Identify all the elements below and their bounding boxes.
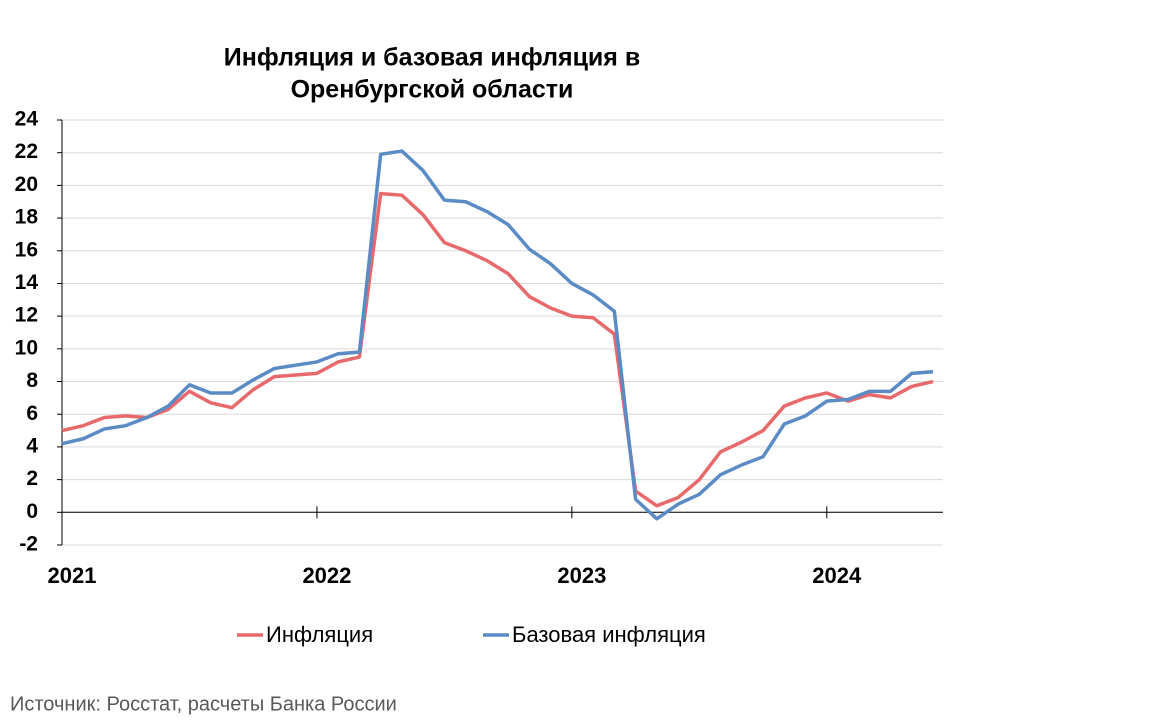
y-tick-label: 10 bbox=[15, 336, 38, 359]
x-tick-label: 2022 bbox=[302, 563, 351, 588]
x-tick-label: 2023 bbox=[557, 563, 606, 588]
x-tick-label: 2021 bbox=[48, 563, 97, 588]
y-tick-label: 4 bbox=[26, 434, 38, 457]
y-tick-label: 14 bbox=[15, 271, 39, 294]
y-tick-label: 12 bbox=[15, 304, 38, 327]
y-tick-label: 8 bbox=[26, 369, 38, 392]
y-tick-label: 22 bbox=[15, 140, 38, 163]
y-tick-label: -2 bbox=[19, 533, 38, 556]
y-tick-label: 2 bbox=[26, 467, 38, 490]
y-tick-label: 18 bbox=[15, 206, 39, 229]
chart-title: Оренбургской области bbox=[291, 76, 574, 104]
x-tick-label: 2024 bbox=[812, 563, 862, 588]
y-tick-label: 20 bbox=[15, 173, 38, 196]
legend-label: Базовая инфляция bbox=[512, 622, 706, 647]
source-note: Источник: Росстат, расчеты Банка России bbox=[10, 693, 397, 715]
data-line bbox=[61, 191, 934, 508]
data-line bbox=[61, 149, 934, 521]
chart-title: Инфляция и базовая инфляция в bbox=[224, 44, 640, 72]
legend-label: Инфляция bbox=[266, 622, 373, 647]
y-tick-label: 6 bbox=[26, 402, 38, 425]
y-tick-label: 0 bbox=[26, 500, 38, 523]
y-tick-label: 24 bbox=[15, 108, 39, 131]
y-tick-label: 16 bbox=[15, 238, 38, 261]
